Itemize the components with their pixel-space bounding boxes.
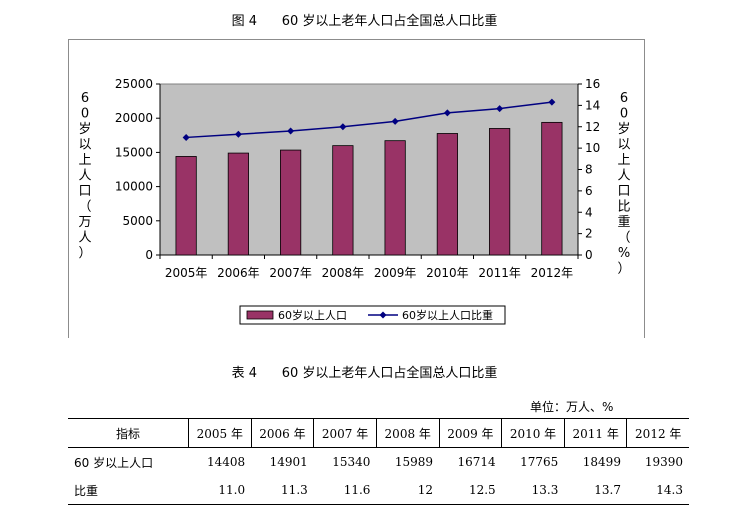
x-tick-label: 2010年 — [426, 266, 469, 280]
table-header-year: 2009 年 — [438, 418, 502, 448]
table-cell: 13.3 — [501, 476, 565, 505]
table-body: 60 岁以上人口 14408 14901 15340 15989 16714 17765 18… — [68, 448, 689, 505]
table-title: 表 4 60 岁以上老年人口占全国总人口比重 — [231, 366, 498, 381]
x-tick-label: 2011年 — [478, 266, 521, 280]
table-cell: 12 — [376, 476, 440, 505]
line-point — [496, 105, 504, 113]
y-tick-label-right: 12 — [585, 120, 600, 134]
line-point — [391, 117, 399, 125]
bar — [384, 140, 406, 256]
bar — [332, 145, 354, 256]
x-tick-label: 2005年 — [165, 266, 208, 280]
table-header-year: 2012 年 — [626, 418, 689, 448]
table-cell: 16714 — [457, 455, 496, 469]
data-table: 指标 2005 年 2006 年 2007 年 2008 年 2009 年 2010 年 20… — [68, 418, 689, 505]
legend-line-marker — [379, 311, 387, 319]
x-tick-label: 2008年 — [322, 266, 365, 280]
bar — [227, 152, 249, 256]
table-cell: 14901 — [269, 455, 308, 469]
legend-bar-swatch — [246, 310, 274, 320]
table-header-year: 2007 年 — [313, 418, 377, 448]
bar — [175, 156, 197, 256]
y-tick-label-right: 14 — [585, 98, 600, 112]
legend-bar-label: 60岁以上人口 — [278, 308, 347, 322]
series-line — [186, 101, 552, 139]
table-cell: 11.0 — [188, 476, 252, 505]
table-row: 60 岁以上人口 14408 14901 15340 15989 16714 17765 18… — [68, 448, 689, 477]
table-cell: 11.6 — [313, 476, 377, 505]
table-cell: 14408 — [206, 455, 246, 469]
y-tick-label-right: 6 — [585, 184, 593, 198]
y-tick-label-right: 8 — [585, 163, 593, 177]
table-header-year: 2010 年 — [501, 418, 565, 448]
y-tick-label-right: 4 — [585, 205, 593, 219]
y-tick-label-right: 2 — [585, 227, 593, 241]
chart-svg: 0 5000 10000 15000 20000 25000 0 2 4 6 8 10 12 14 16 20… — [78, 77, 631, 325]
y-tick-label-left: 20000 — [115, 111, 153, 125]
y-tick-label-left: 0 — [145, 248, 153, 262]
y-tick-label-right: 0 — [585, 248, 593, 262]
table-cell: 15989 — [394, 455, 434, 469]
table-header-year: 2005 年 — [187, 418, 252, 448]
table-header-year: 2006 年 — [250, 418, 314, 448]
y-tick-label-left: 25000 — [115, 77, 153, 91]
table-cell: 13.7 — [564, 476, 627, 505]
figure-title: 图 4 60 岁以上老年人口占全国总人口比重 — [231, 14, 498, 29]
table-header-year: 2008 年 — [375, 418, 440, 448]
table-row: 比重 11.0 11.3 11.6 12 12.5 13.3 13.7 14.3 — [68, 476, 689, 505]
legend-line-label: 60岁以上人口比重 — [402, 308, 493, 322]
table-row-label: 60 岁以上人口 — [74, 455, 154, 470]
x-tick-label: 2007年 — [269, 266, 312, 280]
line-point — [234, 130, 242, 138]
line-point — [182, 133, 190, 141]
chart-area: 0 5000 10000 15000 20000 25000 0 2 4 6 8 10 12 14 16 20… — [68, 39, 645, 338]
bar — [489, 128, 511, 256]
table-cell: 17765 — [520, 455, 559, 469]
x-tick-label: 2006年 — [217, 266, 260, 280]
table-cell: 15340 — [332, 455, 371, 469]
y-tick-label-left: 5000 — [122, 214, 153, 228]
table-header-row: 指标 2005 年 2006 年 2007 年 2008 年 2009 年 2010 年 20… — [68, 418, 689, 448]
y-tick-label-right: 16 — [585, 77, 600, 91]
y-tick-label-left: 10000 — [115, 180, 153, 194]
bar — [280, 149, 302, 256]
table-cell: 12.5 — [439, 476, 502, 505]
unit-label: 单位：万人、% — [530, 400, 614, 414]
table-header-year: 2011 年 — [563, 418, 627, 448]
table-row-label: 比重 — [68, 476, 189, 505]
table-cell: 18499 — [582, 455, 621, 469]
x-tick-label: 2009年 — [374, 266, 417, 280]
bar — [541, 121, 563, 256]
bar — [436, 133, 458, 256]
table-cell: 19390 — [644, 455, 683, 469]
y-axis-title-right: 6 0 岁以上人口比重（%） — [617, 91, 630, 277]
y-tick-label-right: 10 — [585, 141, 600, 155]
table-cell: 11.3 — [251, 476, 314, 505]
line-point — [443, 109, 451, 117]
line-point — [548, 98, 556, 106]
plot-background — [159, 83, 579, 256]
table-cell: 14.3 — [626, 476, 689, 505]
table-header-indicator: 指标 — [68, 418, 189, 448]
y-tick-label-left: 15000 — [115, 145, 153, 159]
line-point — [339, 123, 347, 131]
x-tick-label: 2012年 — [531, 266, 574, 280]
y-axis-title-left: 6 0 岁以上人口（万人） — [78, 91, 91, 261]
